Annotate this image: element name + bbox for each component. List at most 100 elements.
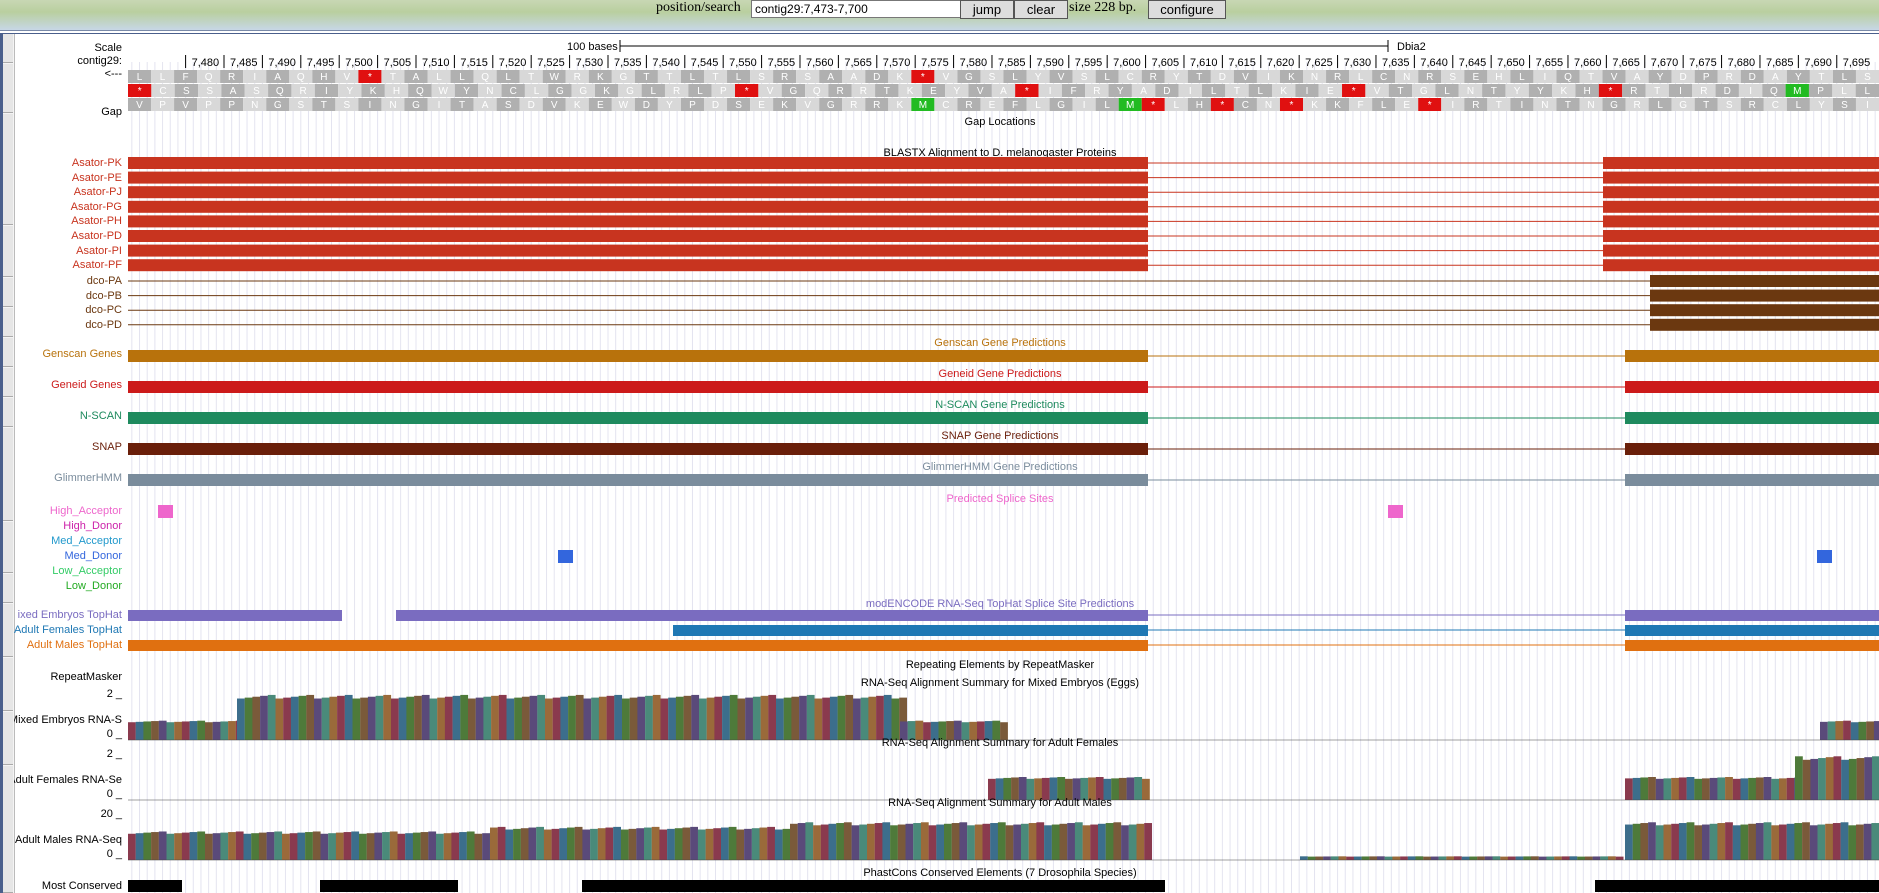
coverage-bar [907, 721, 916, 740]
dco-label: dco-PD [85, 318, 122, 331]
coverage-bar [1856, 824, 1864, 860]
prediction-title: GlimmerHMM Gene Predictions [922, 461, 1078, 473]
amino-acid-letter: N [1467, 86, 1474, 97]
amino-acid-letter: L [697, 86, 703, 97]
amino-acid-letter: N [389, 100, 396, 111]
rnaseq-track-title: RNA-Seq Alignment Summary for Mixed Embr… [861, 677, 1139, 689]
coverage-bar [605, 827, 614, 860]
coverage-bar [682, 827, 691, 860]
ruler-tick-label: 7,520 [499, 57, 527, 69]
gutter-button-genscan[interactable] [3, 278, 13, 307]
gutter-button-nscan[interactable] [3, 338, 13, 367]
ruler-tick-label: 7,640 [1420, 57, 1448, 69]
coverage-bar [520, 828, 529, 860]
amino-acid-letter: Q [1770, 86, 1778, 97]
coverage-bar [1592, 856, 1601, 860]
coverage-bar [1648, 777, 1656, 800]
coverage-bar [537, 694, 546, 740]
coverage-bar [521, 696, 530, 740]
amino-acid-letter: Y [1117, 86, 1124, 97]
gutter-button-gap[interactable] [3, 64, 13, 113]
amino-acid-letter: T [528, 72, 534, 83]
coverage-bar [151, 721, 159, 740]
coverage-bar [1663, 824, 1672, 860]
amino-acid-cell [1038, 84, 1062, 97]
coverage-bar [237, 698, 245, 740]
gutter-button-tophat[interactable] [3, 522, 13, 573]
amino-acid-cell [842, 98, 866, 111]
amino-acid-cell [1061, 84, 1086, 97]
amino-acid-cell [1412, 84, 1436, 97]
amino-acid-letter: V [1058, 72, 1065, 83]
amino-acid-cell [1326, 70, 1350, 83]
amino-acid-cell [381, 70, 405, 83]
amino-acid-cell [358, 98, 382, 111]
asator-exon-right [1603, 186, 1879, 199]
position-search-input[interactable] [751, 0, 963, 18]
coverage-bar [791, 696, 800, 740]
amino-acid-letter: * [1609, 86, 1613, 97]
coverage-bar [1779, 778, 1787, 800]
amino-acid-cell [312, 70, 336, 83]
gutter-button-rnaseq-embryos[interactable] [3, 604, 13, 657]
amino-acid-letter: A [1000, 86, 1007, 97]
coverage-bar [367, 696, 376, 740]
coverage-bar [1377, 856, 1385, 860]
amino-acid-cell [1692, 84, 1716, 97]
gutter-button-repeatmasker[interactable] [3, 574, 13, 603]
coverage-bar [822, 697, 830, 740]
amino-acid-letter: L [459, 72, 465, 83]
amino-acid-cell [1210, 70, 1234, 83]
amino-acid-cell [221, 84, 245, 97]
asator-exon-right [1603, 215, 1879, 228]
coverage-bar [959, 822, 968, 860]
gutter-button-blastx[interactable] [3, 114, 13, 225]
gutter-button-snap[interactable] [3, 368, 13, 397]
coverage-bar [468, 698, 476, 740]
track-gutter[interactable] [3, 34, 15, 893]
amino-acid-letter: T [1818, 72, 1824, 83]
coverage-bar [1515, 856, 1524, 860]
coverage-bar [1817, 824, 1826, 860]
amino-acid-letter: G [1679, 100, 1687, 111]
gutter-button-rnaseq-males[interactable] [3, 712, 13, 765]
coverage-bar [543, 829, 552, 860]
amino-acid-cell [1579, 98, 1603, 111]
coverage-bar [1794, 823, 1803, 860]
coverage-bar [1625, 824, 1633, 860]
ruler-tick-label: 7,510 [422, 57, 450, 69]
gutter-button-glimmer[interactable] [3, 398, 13, 427]
coverage-bar [351, 831, 360, 860]
configure-button[interactable]: configure [1148, 0, 1226, 19]
amino-acid-cell [1372, 98, 1396, 111]
amino-acid-letter: I [438, 100, 441, 111]
amino-acid-letter: P [1703, 72, 1710, 83]
splice-row-label: High_Acceptor [49, 505, 122, 517]
amino-acid-cell [703, 98, 728, 111]
amino-acid-letter: Y [346, 86, 353, 97]
ruler-tick-label: 7,615 [1228, 57, 1256, 69]
gutter-button-rnaseq-females[interactable] [3, 658, 13, 711]
coverage-bar [1725, 777, 1733, 800]
gutter-button-dco[interactable] [3, 226, 13, 277]
jump-button[interactable]: jump [960, 0, 1014, 19]
gutter-button-geneid[interactable] [3, 308, 13, 337]
coverage-bar [1011, 777, 1019, 800]
coverage-bar [628, 828, 637, 860]
coverage-bar [335, 832, 344, 860]
dco-label: dco-PA [86, 275, 122, 287]
gutter-button-splice[interactable] [3, 428, 13, 521]
amino-acid-letter: F [1070, 86, 1076, 97]
clear-button[interactable]: clear [1014, 0, 1068, 19]
amino-acid-letter: * [1025, 86, 1029, 97]
coverage-bar [1049, 777, 1058, 800]
gutter-button-ruler[interactable] [3, 34, 13, 63]
coverage-bar [697, 829, 706, 860]
rnaseq-min-label: 0 _ [106, 728, 122, 740]
amino-acid-cell [1832, 98, 1856, 111]
amino-acid-cell [657, 98, 681, 111]
ruler-tick-label: 7,605 [1152, 57, 1180, 69]
amino-acid-letter: Q [481, 72, 489, 83]
amino-acid-letter: K [781, 100, 788, 111]
